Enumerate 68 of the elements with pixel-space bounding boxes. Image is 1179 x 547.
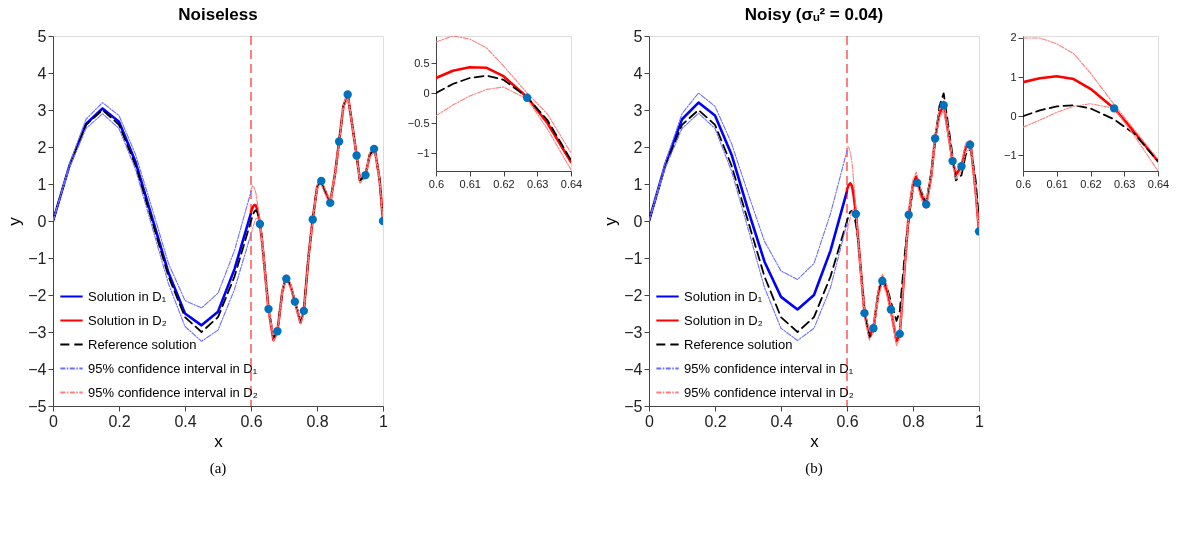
x-tick-label: 0.63 xyxy=(527,177,549,190)
legend-label: Solution in D₁ xyxy=(684,288,763,304)
x-tick-label: 0.6 xyxy=(428,177,445,190)
y-tick-label: −2 xyxy=(28,286,47,304)
y-tick-label: 4 xyxy=(633,64,643,82)
y-tick-label: −4 xyxy=(28,360,47,378)
y-tick-label: −2 xyxy=(624,286,643,304)
y-tick-label: −5 xyxy=(624,397,643,415)
x-tick-label: 0.63 xyxy=(1114,177,1136,190)
legend-label: Reference solution xyxy=(684,336,793,352)
y-tick-label: 3 xyxy=(37,101,47,119)
x-tick-label: 1 xyxy=(379,412,389,430)
x-tick-label: 0.6 xyxy=(240,412,263,430)
legend-label: 95% confidence interval in D₂ xyxy=(684,384,854,400)
y-tick-label: −0.5 xyxy=(407,116,430,129)
x-tick-label: 0.2 xyxy=(704,412,727,430)
x-tick-label: 0.61 xyxy=(459,177,481,190)
y-tick-label: 2 xyxy=(37,138,47,156)
y-tick-label: −1 xyxy=(416,146,430,159)
chart-title: Noisy (σᵤ² = 0.04) xyxy=(744,5,884,24)
y-tick-label: 5 xyxy=(633,27,643,45)
x-tick-label: 0.6 xyxy=(1015,177,1032,190)
x-tick-label: 1 xyxy=(975,412,985,430)
y-tick-label: 0 xyxy=(37,212,47,230)
legend-label: 95% confidence interval in D₁ xyxy=(88,360,258,376)
x-tick-label: 0.64 xyxy=(1147,177,1170,190)
x-tick-label: 0.8 xyxy=(306,412,329,430)
x-axis-title: x xyxy=(214,431,224,451)
x-axis-title: x xyxy=(810,431,820,451)
legend-label: Solution in D₂ xyxy=(684,312,763,328)
y-tick-label: 2 xyxy=(633,138,643,156)
legend-label: Solution in D₂ xyxy=(88,312,167,328)
y-tick-label: −4 xyxy=(624,360,643,378)
y-tick-label: −3 xyxy=(28,323,47,341)
y-tick-label: 2 xyxy=(1010,31,1017,44)
x-tick-label: 0.2 xyxy=(108,412,131,430)
x-tick-label: 0.62 xyxy=(493,177,515,190)
y-tick-label: 3 xyxy=(633,101,643,119)
y-tick-label: 4 xyxy=(37,64,47,82)
y-tick-label: 0 xyxy=(423,86,430,99)
y-tick-label: 5 xyxy=(37,27,47,45)
y-tick-label: −1 xyxy=(624,249,643,267)
x-tick-label: 0.6 xyxy=(836,412,859,430)
text: (b) xyxy=(805,460,823,477)
y-tick-label: −1 xyxy=(1003,148,1017,161)
y-axis-title: y xyxy=(601,216,621,226)
y-tick-label: −3 xyxy=(624,323,643,341)
x-tick-label: 0 xyxy=(49,412,59,430)
legend-label: Solution in D₁ xyxy=(88,288,167,304)
y-tick-label: −1 xyxy=(28,249,47,267)
text: (a) xyxy=(209,460,227,477)
y-tick-label: 0.5 xyxy=(414,56,430,69)
x-tick-label: 0.62 xyxy=(1080,177,1102,190)
legend-label: Reference solution xyxy=(88,336,197,352)
y-tick-label: 0 xyxy=(633,212,643,230)
y-tick-label: 1 xyxy=(1010,70,1017,83)
x-tick-label: 0.8 xyxy=(902,412,925,430)
x-tick-label: 0.4 xyxy=(174,412,197,430)
legend-label: 95% confidence interval in D₁ xyxy=(684,360,854,376)
chart-title: Noiseless xyxy=(178,5,258,24)
x-tick-label: 0.64 xyxy=(560,177,583,190)
x-tick-label: 0.61 xyxy=(1046,177,1068,190)
y-tick-label: 0 xyxy=(1010,109,1017,122)
y-axis-title: y xyxy=(5,216,25,226)
legend-label: 95% confidence interval in D₂ xyxy=(88,384,258,400)
y-tick-label: −5 xyxy=(28,397,47,415)
x-tick-label: 0 xyxy=(645,412,655,430)
x-tick-label: 0.4 xyxy=(770,412,793,430)
